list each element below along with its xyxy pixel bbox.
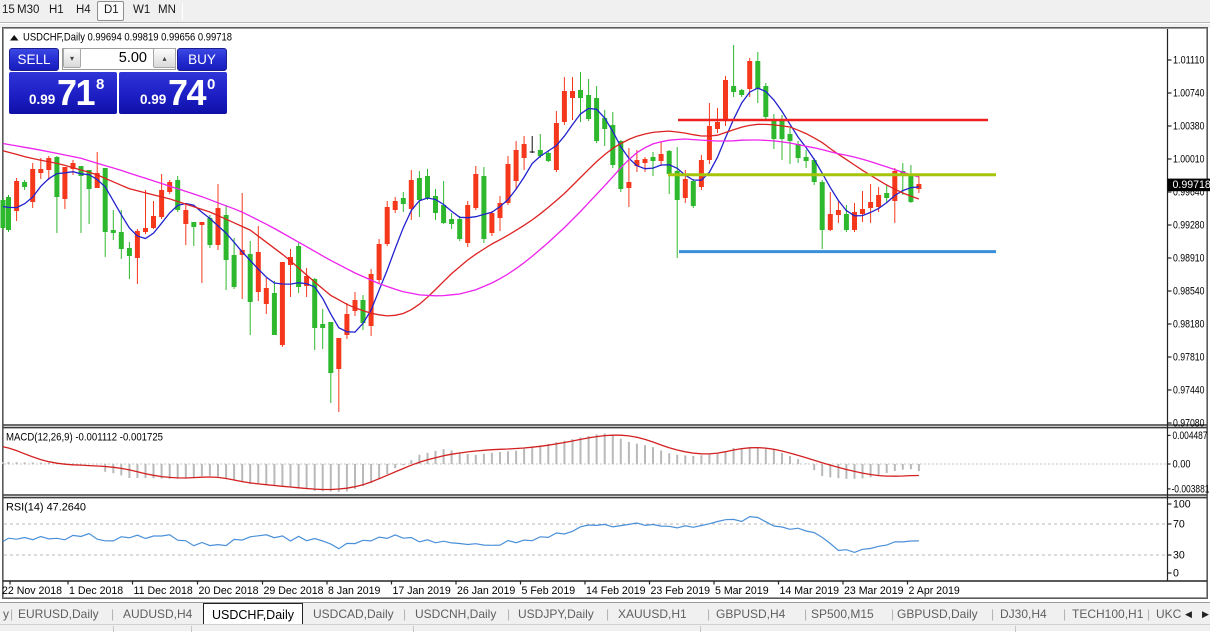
svg-text:0.99718: 0.99718: [1173, 179, 1210, 191]
svg-text:USDCHF,Daily 0.99694 0.99819: USDCHF,Daily 0.99694 0.99819 0.99656 0.9…: [23, 32, 232, 44]
svg-text:1 Dec 2018: 1 Dec 2018: [69, 585, 123, 597]
svg-text:RSI(14) 47.2640: RSI(14) 47.2640: [6, 502, 86, 514]
svg-text:0.97440: 0.97440: [1173, 385, 1205, 397]
svg-text:8 Jan 2019: 8 Jan 2019: [328, 585, 381, 597]
svg-text:5 Feb 2019: 5 Feb 2019: [522, 585, 576, 597]
svg-text:70: 70: [1173, 519, 1185, 531]
svg-text:30: 30: [1173, 550, 1185, 562]
svg-text:0.97810: 0.97810: [1173, 352, 1205, 364]
svg-text:0.98540: 0.98540: [1173, 286, 1205, 298]
svg-text:11 Dec 2018: 11 Dec 2018: [134, 585, 193, 597]
svg-text:23 Mar 2019: 23 Mar 2019: [844, 585, 904, 597]
svg-text:1.00740: 1.00740: [1173, 88, 1205, 100]
svg-text:2 Apr 2019: 2 Apr 2019: [909, 585, 960, 597]
svg-text:MACD(12,26,9) -0.001112 -0.001: MACD(12,26,9) -0.001112 -0.001725: [6, 432, 163, 444]
svg-text:14 Feb 2019: 14 Feb 2019: [586, 585, 646, 597]
svg-text:100: 100: [1173, 499, 1191, 511]
svg-text:-0.003881: -0.003881: [1172, 483, 1210, 495]
svg-text:1.00380: 1.00380: [1173, 121, 1205, 133]
svg-text:0.99280: 0.99280: [1173, 220, 1205, 232]
svg-text:26 Jan 2019: 26 Jan 2019: [457, 585, 515, 597]
svg-text:0.97080: 0.97080: [1173, 418, 1205, 430]
svg-text:1.00010: 1.00010: [1173, 154, 1205, 166]
svg-text:20 Dec 2018: 20 Dec 2018: [199, 585, 259, 597]
svg-text:14 Mar 2019: 14 Mar 2019: [780, 585, 840, 597]
svg-text:0.00: 0.00: [1173, 459, 1191, 471]
svg-text:22 Nov 2018: 22 Nov 2018: [2, 585, 62, 597]
svg-text:1.01110: 1.01110: [1173, 55, 1205, 67]
svg-text:5 Mar 2019: 5 Mar 2019: [715, 585, 769, 597]
svg-text:29 Dec 2018: 29 Dec 2018: [264, 585, 324, 597]
svg-text:0.004487: 0.004487: [1173, 430, 1208, 442]
svg-text:17 Jan 2019: 17 Jan 2019: [393, 585, 451, 597]
svg-text:0: 0: [1173, 568, 1179, 580]
svg-text:0.98910: 0.98910: [1173, 253, 1205, 265]
svg-text:0.98180: 0.98180: [1173, 319, 1205, 331]
svg-text:23 Feb 2019: 23 Feb 2019: [651, 585, 711, 597]
